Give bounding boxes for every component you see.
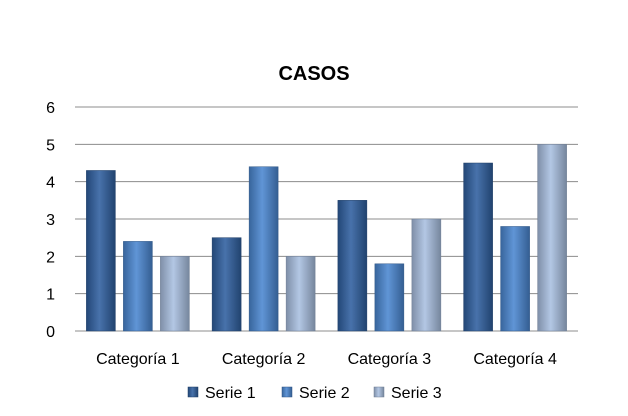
bar-serie-3-cat-4 [537,144,567,332]
y-tick-label: 3 [46,212,55,229]
bar-serie-2-cat-1 [123,241,153,332]
x-axis-categories: Categoría 1 Categoría 2 Categoría 3 Categor… [96,351,557,368]
bar-serie-1-cat-3 [337,200,368,332]
gridlines [75,106,578,332]
legend: Serie 1 Serie 2 Serie 3 [187,385,442,402]
bar-serie-1-cat-2 [211,237,242,332]
legend-swatch [281,386,293,398]
legend-swatch [373,386,385,398]
y-tick-label: 0 [46,324,55,341]
bar-serie-2-cat-4 [500,226,530,332]
bar-serie-3-cat-2 [285,256,316,332]
y-tick-label: 1 [46,287,55,304]
bar-serie-1-cat-4 [463,162,493,332]
y-tick-label: 5 [46,137,55,154]
x-category-label: Categoría 1 [96,351,180,368]
bar-serie-1-cat-1 [86,170,116,332]
x-category-label: Categoría 4 [473,351,557,368]
legend-label: Serie 3 [391,385,442,402]
bar-serie-3-cat-3 [411,218,442,332]
y-tick-label: 6 [46,100,55,117]
bar-serie-3-cat-1 [160,256,190,332]
bars [86,144,567,332]
bar-serie-2-cat-2 [248,166,279,332]
legend-label: Serie 2 [299,385,350,402]
y-axis-ticks: 0 1 2 3 4 5 6 [46,100,55,341]
y-tick-label: 2 [46,249,55,266]
legend-label: Serie 1 [205,385,256,402]
chart-title: CASOS [278,63,349,85]
bar-serie-2-cat-3 [374,263,405,332]
x-category-label: Categoría 3 [348,351,432,368]
y-tick-label: 4 [46,175,55,192]
legend-swatch [187,386,199,398]
x-category-label: Categoría 2 [222,351,306,368]
